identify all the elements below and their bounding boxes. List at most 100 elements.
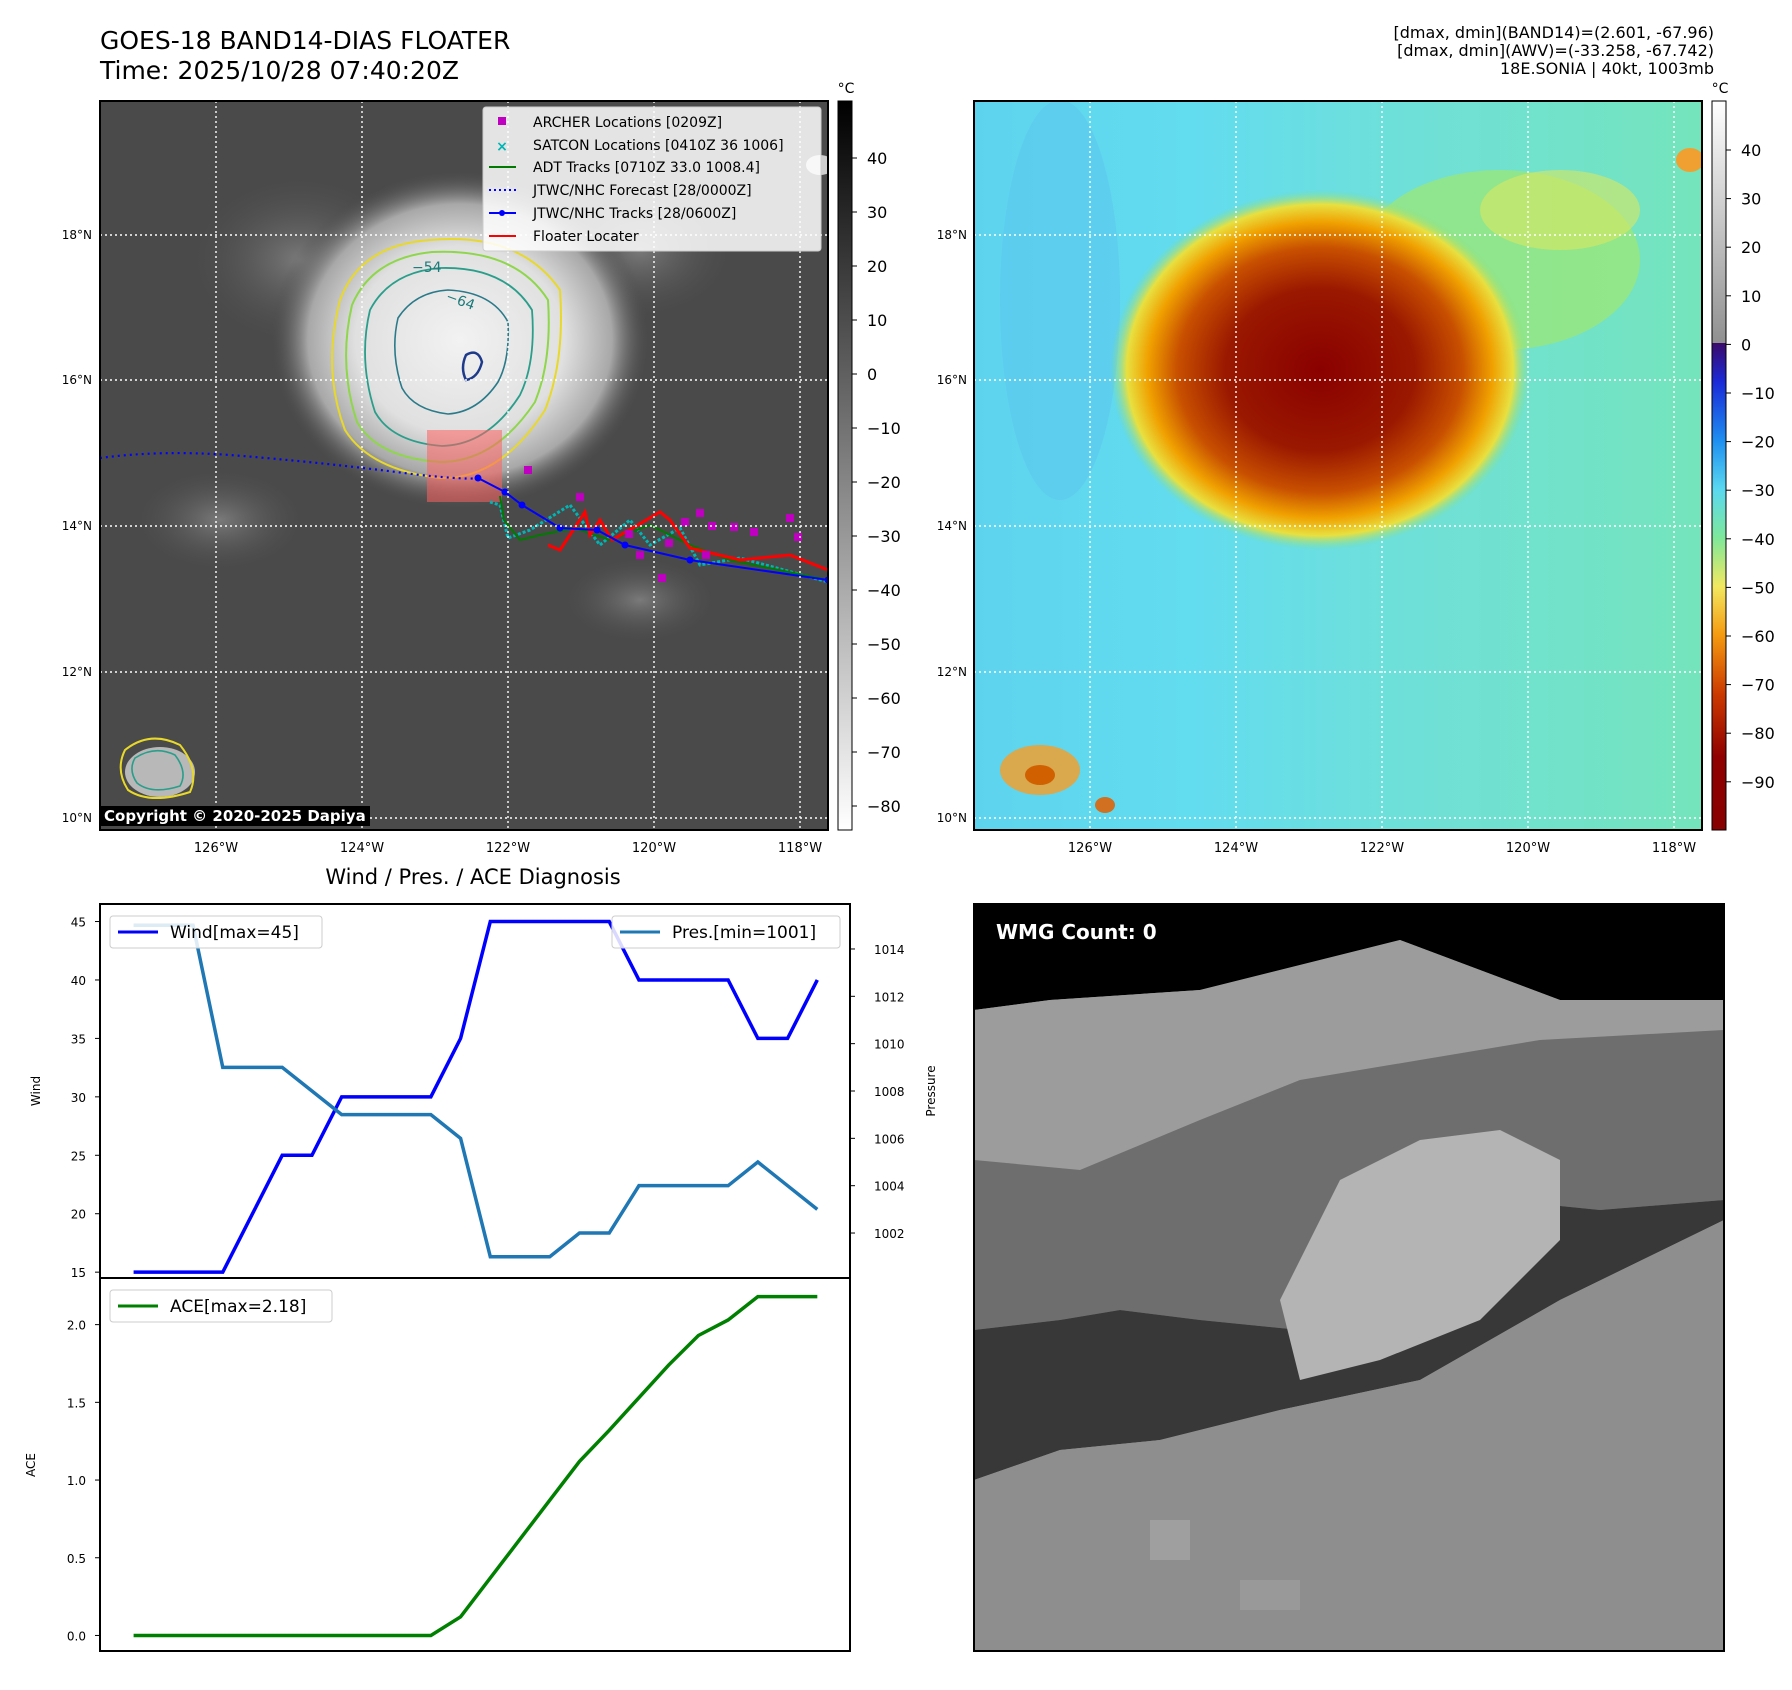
best-track-point [687, 557, 694, 564]
pres-ytick-label: 1012 [874, 990, 905, 1004]
ir-lon-122: 122°W [486, 841, 530, 856]
legend-floater-label: Floater Locater [533, 229, 639, 245]
ir-lat-14: 14°N [62, 519, 92, 533]
ir-cb-tick-label: −30 [867, 527, 901, 546]
awv-lon-124: 124°W [1214, 841, 1258, 856]
archer-point [681, 518, 689, 526]
ace-ytick-label: 1.5 [67, 1396, 86, 1410]
ir-lon-118: 118°W [778, 841, 822, 856]
archer-point [696, 509, 704, 517]
ir-lat-10: 10°N [62, 811, 92, 825]
wmg-count: WMG Count: 0 [996, 920, 1157, 944]
contour-label-54: −54 [412, 260, 442, 276]
ir-cb-tick-label: 30 [867, 203, 887, 222]
ace-legend-label: ACE[max=2.18] [170, 1297, 306, 1317]
awv-cb-tick-label: −40 [1741, 530, 1775, 549]
archer-point [524, 466, 532, 474]
archer-point [730, 523, 738, 531]
best-track-point [519, 502, 526, 509]
best-track-point [622, 542, 629, 549]
legend-track-label: JTWC/NHC Tracks [28/0600Z] [532, 206, 736, 222]
awv-lat-18: 18°N [937, 228, 967, 242]
legend-track-dot [499, 210, 505, 216]
wind-ytick-label: 15 [71, 1266, 86, 1280]
ir-cb-tick-label: 10 [867, 311, 887, 330]
archer-point [636, 551, 644, 559]
ace-legend: ACE[max=2.18] [110, 1290, 332, 1322]
wmg-image [974, 904, 1724, 1651]
pres-ytick-label: 1008 [874, 1085, 905, 1099]
awv-lat-16: 16°N [937, 373, 967, 387]
legend-satcon-marker: × [496, 139, 508, 155]
pres-legend: Pres.[min=1001] [612, 916, 840, 948]
ace-ytick-label: 0.5 [67, 1552, 86, 1566]
wind-ytick-label: 25 [71, 1149, 86, 1163]
best-track-point [475, 475, 482, 482]
ir-cb-tick-label: −10 [867, 419, 901, 438]
ace-ytick-label: 2.0 [67, 1319, 86, 1333]
archer-point [576, 493, 584, 501]
awv-lon-122: 122°W [1360, 841, 1404, 856]
ace-ytick-label: 1.0 [67, 1474, 86, 1488]
ir-cb-tick-label: 0 [867, 365, 877, 384]
awv-cb-tick-label: −90 [1741, 773, 1775, 792]
pres-legend-label: Pres.[min=1001] [672, 923, 816, 943]
wind-ytick-label: 20 [71, 1208, 86, 1222]
ir-colorbar-ticks: 40 30 20 10 0 −10 −20 −30 −40 −50 −60 −70 −80 [852, 149, 901, 816]
awv-cb-tick-label: 10 [1741, 287, 1761, 306]
archer-point [786, 514, 794, 522]
wind-legend-label: Wind[max=45] [170, 923, 299, 943]
awv-cb-tick-label: 0 [1741, 335, 1751, 354]
awv-cb-tick-label: −80 [1741, 724, 1775, 743]
legend-adt-label: ADT Tracks [0710Z 33.0 1008.4] [533, 160, 760, 176]
ir-colorbar-unit: °C [838, 81, 855, 97]
ir-lon-126: 126°W [194, 841, 238, 856]
awv-image [974, 100, 1704, 830]
awv-cb-tick-label: −10 [1741, 384, 1775, 403]
ir-lat-12: 12°N [62, 665, 92, 679]
ace-chart-frame [100, 1278, 850, 1651]
awv-lat-10: 10°N [937, 811, 967, 825]
pres-axis-label: Pressure [924, 1065, 938, 1116]
awv-lon-118: 118°W [1652, 841, 1696, 856]
copyright-notice: Copyright © 2020-2025 Dapiya [100, 806, 370, 826]
wind-axis-label: Wind [29, 1076, 43, 1106]
wind-ytick-label: 40 [71, 974, 86, 988]
archer-point [625, 530, 633, 538]
diag-title: Wind / Pres. / ACE Diagnosis [325, 865, 620, 889]
awv-cb-tick-label: −30 [1741, 481, 1775, 500]
ir-cb-tick-label: −20 [867, 473, 901, 492]
awv-lat-12: 12°N [937, 665, 967, 679]
ir-cb-tick-label: −80 [867, 797, 901, 816]
archer-point [665, 539, 673, 547]
awv-lon-labels: 126°W 124°W 122°W 120°W 118°W [1068, 841, 1696, 856]
awv-cb-tick-label: −20 [1741, 433, 1775, 452]
awv-cb-tick-label: −50 [1741, 578, 1775, 597]
pres-ytick-label: 1010 [874, 1038, 905, 1052]
ir-cb-tick-label: −40 [867, 581, 901, 600]
ace-ytick-label: 0.0 [67, 1629, 86, 1643]
pres-ytick-label: 1014 [874, 943, 905, 957]
archer-point [794, 533, 802, 541]
awv-colorbar-top [1712, 101, 1726, 343]
archer-point [658, 574, 666, 582]
best-track-point [594, 527, 601, 534]
wind-chart-frame [100, 904, 850, 1278]
ace-axis-label: ACE [24, 1453, 38, 1477]
ir-lon-120: 120°W [632, 841, 676, 856]
awv-cb-tick-label: 30 [1741, 190, 1761, 209]
awv-colorbar-ticks: 40 30 20 10 0 −10 −20 −30 −40 −50 −60 −70 −80 −90 [1726, 141, 1775, 792]
ir-cb-tick-label: −60 [867, 689, 901, 708]
awv-lon-120: 120°W [1506, 841, 1550, 856]
ir-lat-16: 16°N [62, 373, 92, 387]
wind-legend: Wind[max=45] [110, 916, 322, 948]
legend-archer-marker [498, 117, 506, 125]
pres-ytick-label: 1004 [874, 1180, 905, 1194]
awv-colorbar-bottom [1712, 343, 1726, 830]
wind-ytick-label: 45 [71, 916, 86, 930]
ir-cb-tick-label: −70 [867, 743, 901, 762]
ir-cb-tick-label: −50 [867, 635, 901, 654]
legend-archer-label: ARCHER Locations [0209Z] [533, 115, 722, 131]
awv-cb-tick-label: −70 [1741, 676, 1775, 695]
ace-yticks: 0.0 0.5 1.0 1.5 2.0 [67, 1319, 100, 1644]
